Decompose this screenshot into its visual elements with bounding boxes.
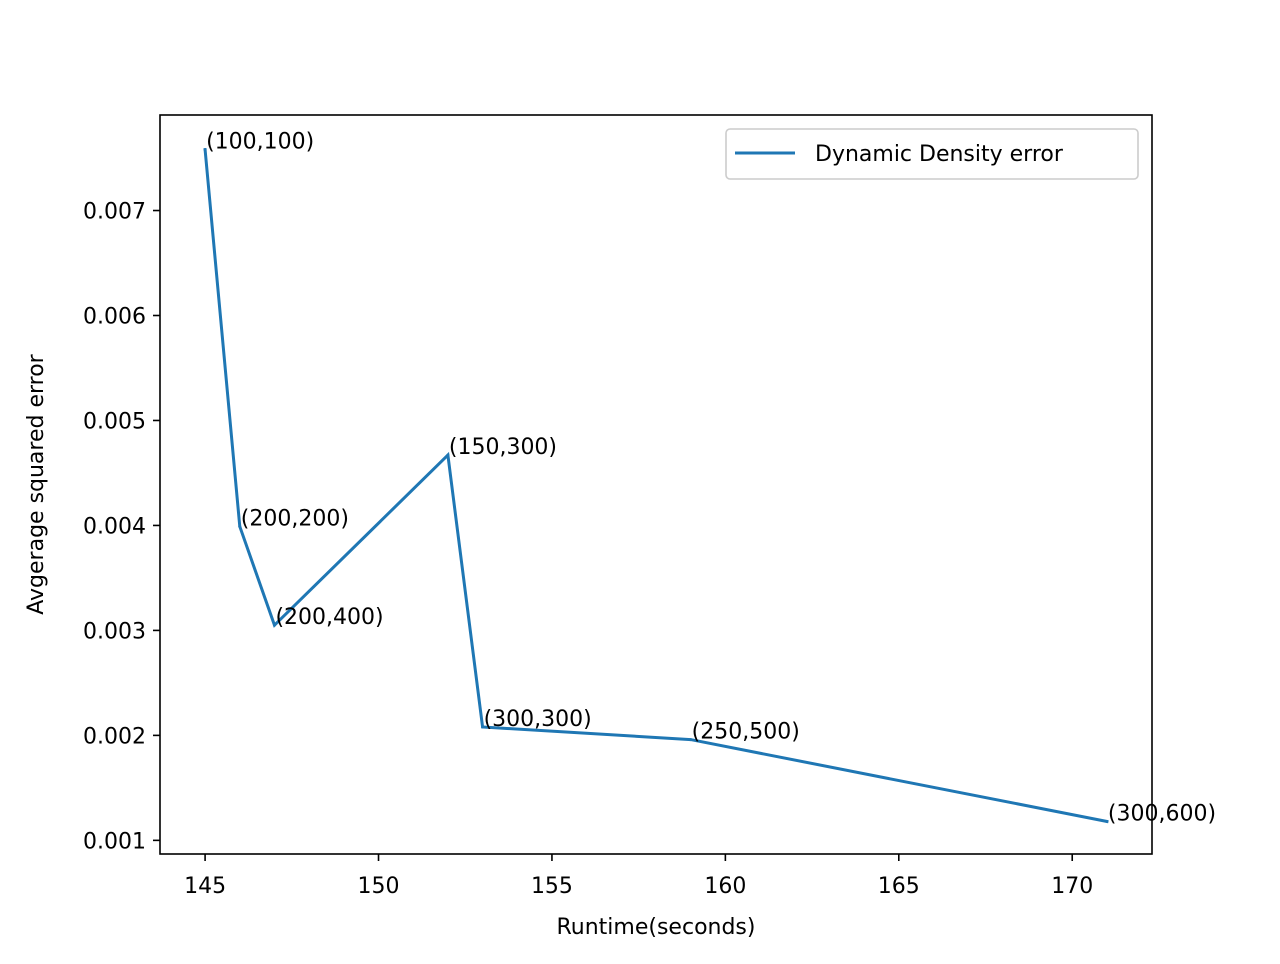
data-point bbox=[1105, 819, 1109, 823]
y-tick-label: 0.003 bbox=[83, 619, 146, 644]
data-point bbox=[446, 453, 450, 457]
plot-frame bbox=[159, 114, 1153, 855]
data-point bbox=[238, 524, 242, 528]
data-point bbox=[689, 738, 693, 742]
data-point-label: (200,200) bbox=[241, 506, 349, 531]
y-tick-label: 0.005 bbox=[83, 409, 146, 434]
legend: Dynamic Density error bbox=[725, 128, 1139, 180]
data-point bbox=[481, 725, 485, 729]
y-tick-label: 0.004 bbox=[83, 514, 146, 539]
data-point-label: (300,600) bbox=[1108, 801, 1216, 826]
data-point-label: (100,100) bbox=[206, 130, 314, 155]
x-tick-label: 160 bbox=[704, 874, 746, 899]
x-tick-label: 170 bbox=[1051, 874, 1093, 899]
y-tick-label: 0.006 bbox=[83, 304, 146, 329]
data-point-label: (150,300) bbox=[449, 435, 557, 460]
legend-box bbox=[725, 128, 1139, 180]
ticks-layer: 145 150 155 160 165 170 0.001 0.002 0.003 0.004 0.… bbox=[83, 200, 1093, 899]
y-tick-label: 0.001 bbox=[83, 829, 146, 854]
data-point bbox=[272, 623, 276, 627]
x-tick-label: 150 bbox=[358, 874, 400, 899]
y-tick-label: 0.007 bbox=[83, 200, 146, 225]
data-point-label: (300,300) bbox=[484, 707, 592, 732]
series-layer bbox=[203, 148, 1109, 824]
y-tick-label: 0.002 bbox=[83, 724, 146, 749]
x-tick-label: 155 bbox=[531, 874, 573, 899]
data-point bbox=[203, 148, 207, 152]
point-labels-layer: (100,100) (200,200) (200,400) (150,300) (300… bbox=[206, 130, 1216, 827]
x-axis-label: Runtime(seconds) bbox=[557, 915, 756, 940]
y-axis-label: Avgerage squared error bbox=[24, 353, 49, 614]
data-point-label: (200,400) bbox=[275, 605, 383, 630]
x-tick-label: 145 bbox=[184, 874, 226, 899]
x-tick-label: 165 bbox=[878, 874, 920, 899]
data-point-label: (250,500) bbox=[692, 720, 800, 745]
legend-label: Dynamic Density error bbox=[815, 142, 1064, 167]
